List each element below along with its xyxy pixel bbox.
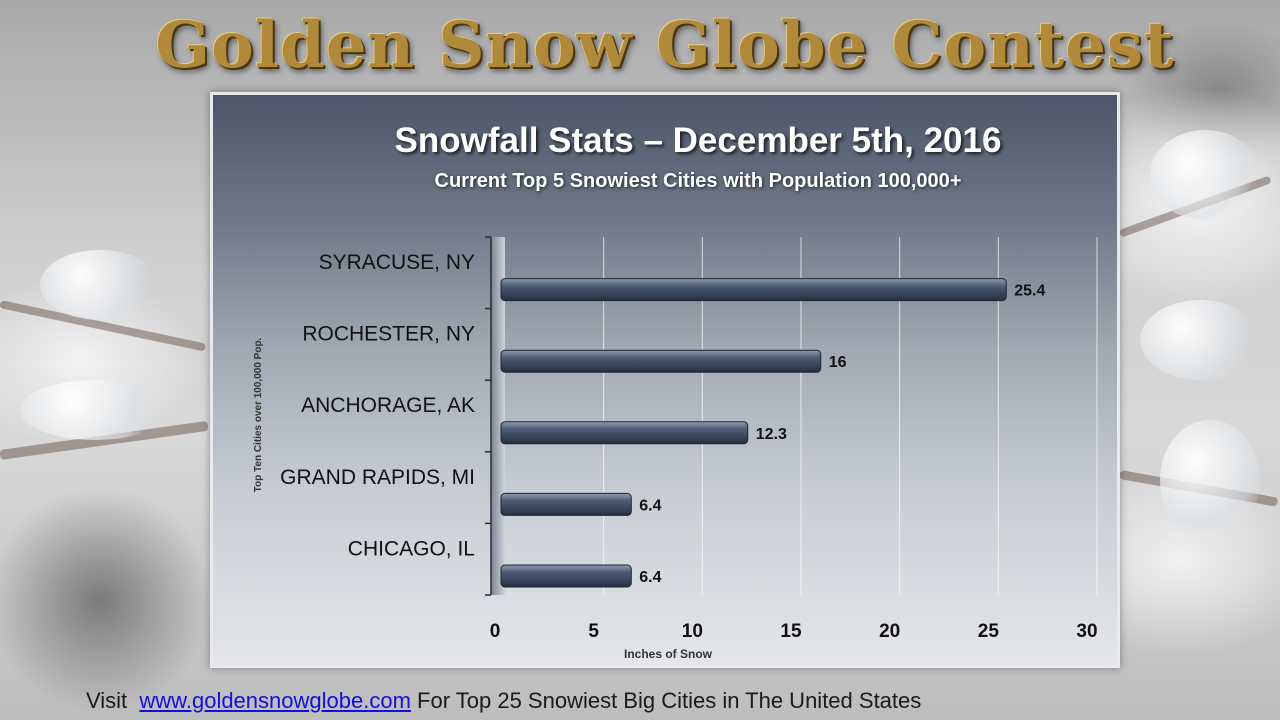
category-label: CHICAGO, IL (348, 537, 475, 560)
category-label: SYRACUSE, NY (319, 251, 475, 274)
page-title: Golden Snow Globe Contest (155, 8, 1175, 83)
data-label: 6.4 (639, 569, 661, 586)
data-label: 16 (829, 354, 847, 371)
x-tick-label: 20 (879, 621, 900, 642)
x-tick-label: 10 (682, 621, 703, 642)
x-tick-label: 25 (978, 621, 1000, 642)
bar-chart: 0 5 10 15 20 25 30 25.4 SYRACUSE, NY 16 ROCHESTER,… (253, 236, 1098, 661)
x-tick-label: 30 (1076, 621, 1097, 642)
chart-panel: Snowfall Stats – December 5th, 2016 Curr… (210, 92, 1120, 668)
chart-subtitle: Current Top 5 Snowiest Cities with Popul… (434, 170, 962, 192)
data-label: 6.4 (639, 497, 661, 514)
footer-suffix: For Top 25 Snowiest Big Cities in The Un… (417, 688, 922, 713)
x-tick-label: 15 (780, 621, 802, 642)
data-label: 25.4 (1014, 283, 1045, 300)
footer-text: Visit www.goldensnowglobe.com For Top 25… (86, 688, 921, 714)
category-label: GRAND RAPIDS, MI (280, 466, 475, 489)
x-tick-label: 0 (490, 621, 501, 642)
x-axis-title: Inches of Snow (624, 647, 713, 661)
y-axis-title: Top Ten Cities over 100,000 Pop. (253, 337, 264, 492)
bar (500, 349, 822, 373)
site-link[interactable]: www.goldensnowglobe.com (139, 688, 411, 713)
footer-prefix: Visit (86, 688, 128, 713)
category-label: ANCHORAGE, AK (301, 394, 475, 417)
bar (500, 421, 749, 445)
chart-title: Snowfall Stats – December 5th, 2016 (394, 121, 1002, 160)
category-label: ROCHESTER, NY (302, 323, 475, 346)
data-label: 12.3 (756, 426, 787, 443)
bar (500, 564, 632, 588)
x-tick-label: 5 (588, 621, 599, 642)
bar (500, 278, 1007, 302)
bar (500, 492, 632, 516)
